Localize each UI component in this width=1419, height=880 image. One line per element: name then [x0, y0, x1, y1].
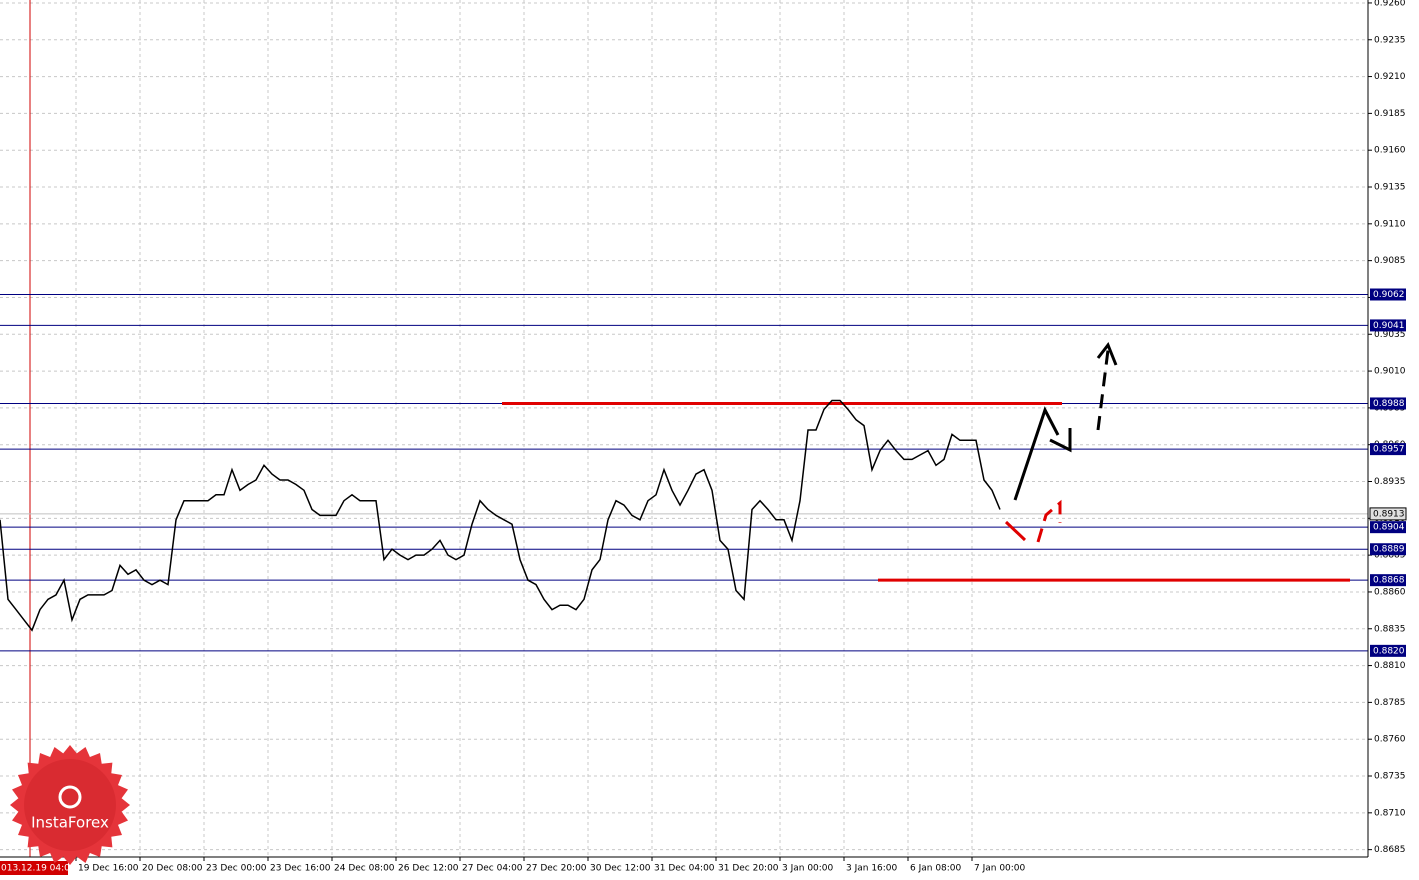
arrow	[1036, 499, 1062, 543]
arrow	[1096, 349, 1110, 431]
y-tick-label: 0.8760	[1374, 735, 1406, 745]
x-tick-label: 19 Dec 16:00	[78, 864, 139, 874]
y-tick-label: 0.9135	[1374, 183, 1406, 193]
y-tick-label: 0.8935	[1374, 477, 1406, 487]
logo: InstaForex	[10, 745, 130, 865]
y-tick-label: 0.8835	[1374, 624, 1406, 634]
x-tick-label: 31 Dec 04:00	[654, 864, 715, 874]
level-label: 0.8889	[1373, 545, 1405, 555]
cursor-label: 013.12.19 04:00	[1, 864, 76, 874]
x-tick-label: 26 Dec 12:00	[398, 864, 459, 874]
price-line	[0, 399, 1001, 632]
y-tick-label: 0.8860	[1374, 587, 1406, 597]
logo-icon	[58, 785, 82, 809]
x-tick-label: 24 Dec 08:00	[334, 864, 395, 874]
level-label: 0.8904	[1373, 523, 1405, 533]
x-tick-label: 7 Jan 00:00	[974, 864, 1026, 874]
x-tick-label: 31 Dec 20:00	[718, 864, 779, 874]
logo-text: InstaForex	[31, 814, 109, 832]
y-tick-label: 0.9010	[1374, 367, 1406, 377]
level-label-box	[1370, 521, 1406, 534]
level-label-box	[1370, 543, 1406, 556]
y-tick-label: 0.8710	[1374, 808, 1406, 818]
x-tick-label: 3 Jan 16:00	[846, 864, 898, 874]
y-tick-label: 0.9085	[1374, 256, 1406, 266]
cursor-label-box	[0, 861, 68, 875]
x-tick-label: 20 Dec 08:00	[142, 864, 203, 874]
x-tick-label: 30 Dec 12:00	[590, 864, 651, 874]
y-tick-label: 0.8810	[1374, 661, 1406, 671]
y-tick-label: 0.9160	[1374, 146, 1406, 156]
level-label-box	[1370, 397, 1406, 410]
plot	[0, 0, 1368, 857]
arrow	[1049, 428, 1072, 453]
level-label: 0.8957	[1373, 445, 1405, 455]
level-label-box	[1370, 443, 1406, 456]
y-tick-label: 0.9110	[1374, 219, 1406, 229]
y-tick-label: 0.9260	[1374, 0, 1406, 8]
level-label-box	[1370, 288, 1406, 301]
level-label: 0.9041	[1373, 321, 1405, 331]
x-tick-label: 23 Dec 00:00	[206, 864, 267, 874]
x-tick-label: 23 Dec 16:00	[270, 864, 331, 874]
y-tick-label: 0.9210	[1374, 72, 1406, 82]
x-tick-label: 3 Jan 00:00	[782, 864, 834, 874]
y-tick-label: 0.9235	[1374, 35, 1406, 45]
y-tick-label: 0.9035	[1374, 330, 1406, 340]
current-price-box	[1369, 507, 1407, 521]
y-tick-label: 0.8735	[1374, 772, 1406, 782]
level-label: 0.9062	[1373, 290, 1405, 300]
x-tick-label: 27 Dec 20:00	[526, 864, 587, 874]
x-tick-label: 6 Jan 08:00	[910, 864, 962, 874]
current-price-label: 0.8913	[1373, 509, 1405, 519]
level-label-box	[1370, 319, 1406, 332]
level-label: 0.8820	[1373, 646, 1405, 656]
level-label: 0.8868	[1373, 576, 1405, 586]
logo-circle	[24, 759, 116, 851]
y-tick-label: 0.8885	[1374, 551, 1406, 561]
arrow	[1013, 406, 1060, 501]
forecast-arrows	[1004, 341, 1118, 543]
grid	[0, 0, 1368, 857]
arrow	[1004, 520, 1027, 542]
y-tick-label: 0.9185	[1374, 109, 1406, 119]
level-label-box	[1370, 574, 1406, 587]
x-tick-label: 27 Dec 04:00	[462, 864, 523, 874]
y-tick-label: 0.8785	[1374, 698, 1406, 708]
level-label: 0.8988	[1373, 399, 1405, 409]
level-label-box	[1370, 644, 1406, 657]
y-tick-label: 0.8685	[1374, 845, 1406, 855]
arrow-head	[1096, 341, 1118, 366]
